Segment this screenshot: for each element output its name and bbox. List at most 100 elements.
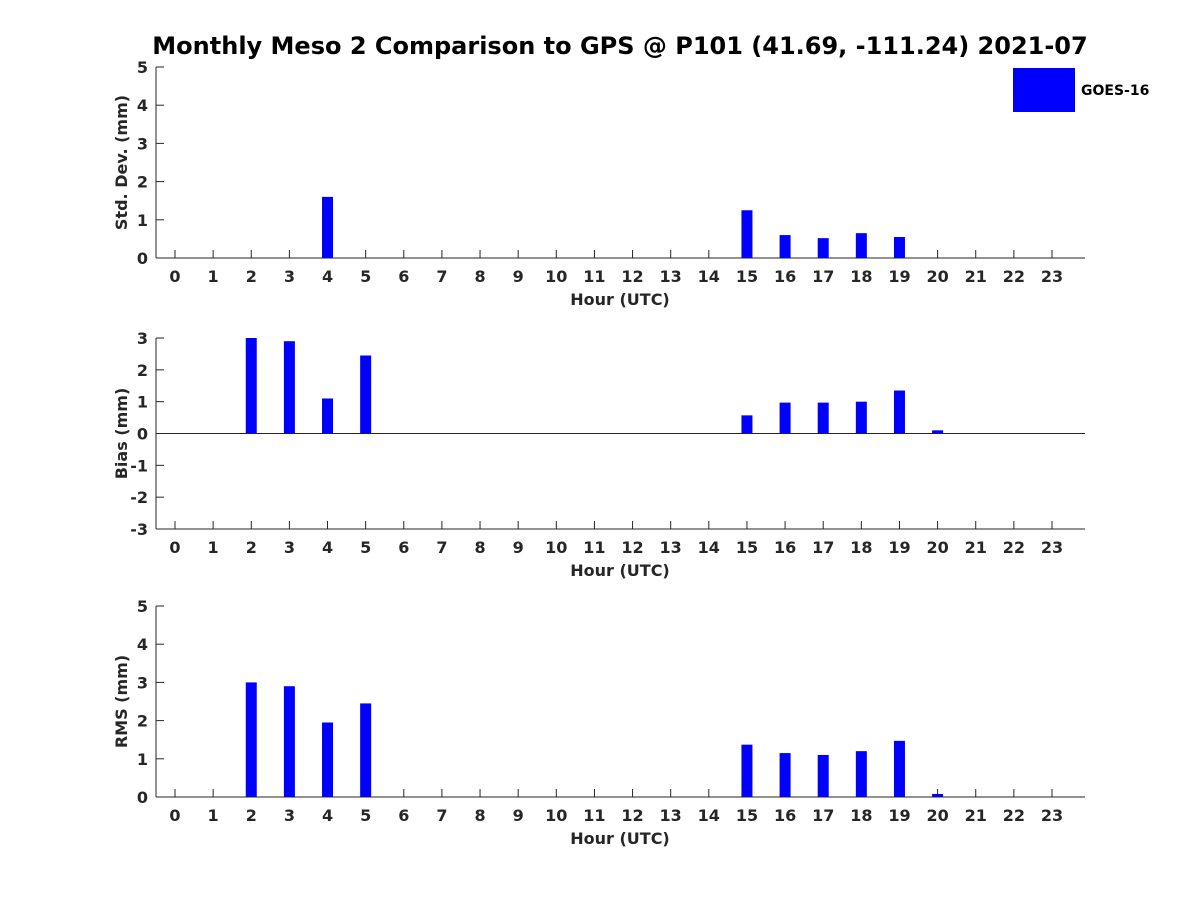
stddev-y-tick-label: 4 [137, 96, 148, 115]
bias-bar-hour-15 [741, 415, 753, 434]
rms-x-tick-label: 2 [246, 806, 257, 825]
stddev-x-tick-label: 6 [398, 267, 409, 286]
rms-x-tick-label: 22 [1003, 806, 1025, 825]
stddev-x-tick-label: 15 [736, 267, 758, 286]
stddev-x-tick-label: 8 [474, 267, 485, 286]
bias-bar-hour-5 [360, 355, 372, 434]
rms-x-tick-label: 23 [1041, 806, 1063, 825]
rms-y-axis-label: RMS (mm) [112, 655, 131, 748]
stddev-y-axis-label: Std. Dev. (mm) [112, 95, 131, 230]
bias-bar-hour-2 [245, 338, 257, 434]
stddev-y-tick-label: 5 [137, 58, 148, 77]
rms-x-tick-label: 14 [698, 806, 720, 825]
stddev-x-tick-label: 17 [812, 267, 834, 286]
legend: GOES-16 [1013, 68, 1149, 112]
rms-bar-hour-2 [245, 682, 257, 797]
rms-x-tick-label: 20 [926, 806, 948, 825]
rms-x-tick-label: 5 [360, 806, 371, 825]
rms-y-tick-label: 5 [137, 597, 148, 616]
bias-bar-hour-4 [322, 398, 334, 434]
bias-y-tick-label: -2 [130, 488, 148, 507]
stddev-x-tick-label: 12 [621, 267, 643, 286]
stddev-y-tick-label: 3 [137, 134, 148, 153]
rms-y-tick-label: 3 [137, 673, 148, 692]
stddev-x-tick-label: 16 [774, 267, 796, 286]
rms-x-tick-label: 21 [965, 806, 987, 825]
stddev-x-tick-label: 18 [850, 267, 872, 286]
rms-y-tick-label: 2 [137, 712, 148, 731]
rms-x-tick-label: 1 [208, 806, 219, 825]
rms-y-tick-label: 4 [137, 635, 148, 654]
stddev-x-tick-label: 22 [1003, 267, 1025, 286]
rms-x-tick-label: 15 [736, 806, 758, 825]
rms-x-tick-label: 6 [398, 806, 409, 825]
rms-x-tick-label: 18 [850, 806, 872, 825]
stddev-x-tick-label: 13 [660, 267, 682, 286]
stddev-x-tick-label: 14 [698, 267, 720, 286]
rms-bar-hour-16 [779, 753, 791, 797]
bias-x-tick-label: 12 [621, 538, 643, 557]
bias-x-axis-label: Hour (UTC) [570, 561, 670, 580]
stddev-x-tick-label: 10 [545, 267, 567, 286]
rms-x-tick-label: 19 [888, 806, 910, 825]
stddev-bar-hour-18 [855, 233, 867, 258]
stddev-bar-hour-16 [779, 235, 791, 258]
bias-y-axis-label: Bias (mm) [112, 388, 131, 480]
rms-x-tick-label: 9 [513, 806, 524, 825]
rms-x-tick-label: 10 [545, 806, 567, 825]
rms-bar-hour-3 [283, 686, 295, 797]
stddev-x-tick-label: 23 [1041, 267, 1063, 286]
bias-x-tick-label: 2 [246, 538, 257, 557]
stddev-x-tick-label: 2 [246, 267, 257, 286]
stddev-x-tick-label: 7 [436, 267, 447, 286]
bias-x-tick-label: 17 [812, 538, 834, 557]
bias-y-tick-label: 2 [137, 361, 148, 380]
bias-x-tick-label: 22 [1003, 538, 1025, 557]
stddev-bar-hour-15 [741, 210, 753, 258]
stddev-y-tick-label: 0 [137, 249, 148, 268]
bias-x-tick-label: 3 [284, 538, 295, 557]
stddev-y-tick-label: 2 [137, 173, 148, 192]
bias-x-tick-label: 18 [850, 538, 872, 557]
bias-x-tick-label: 23 [1041, 538, 1063, 557]
rms-bar-hour-15 [741, 744, 753, 797]
bias-x-tick-label: 4 [322, 538, 333, 557]
legend-swatch-goes-16 [1013, 68, 1075, 112]
bias-bar-hour-17 [817, 402, 829, 434]
bias-x-tick-label: 19 [888, 538, 910, 557]
stddev-bar-hour-4 [322, 196, 334, 258]
bias-x-tick-label: 13 [660, 538, 682, 557]
bias-x-tick-label: 6 [398, 538, 409, 557]
rms-bar-hour-5 [360, 703, 372, 797]
bias-x-tick-label: 11 [583, 538, 605, 557]
stddev-x-tick-label: 1 [208, 267, 219, 286]
rms-x-tick-label: 3 [284, 806, 295, 825]
rms-x-tick-label: 12 [621, 806, 643, 825]
rms-bar-hour-18 [855, 751, 867, 797]
rms-bar-hour-4 [322, 722, 334, 797]
stddev-x-tick-label: 19 [888, 267, 910, 286]
rms-x-tick-label: 11 [583, 806, 605, 825]
bias-y-tick-label: -3 [130, 520, 148, 539]
stddev-x-axis-label: Hour (UTC) [570, 290, 670, 309]
stddev-x-tick-label: 5 [360, 267, 371, 286]
rms-x-axis-label: Hour (UTC) [570, 829, 670, 848]
stddev-x-tick-label: 11 [583, 267, 605, 286]
bias-x-tick-label: 0 [169, 538, 180, 557]
bias-bar-hour-19 [893, 390, 905, 434]
bias-x-tick-label: 21 [965, 538, 987, 557]
chart-title: Monthly Meso 2 Comparison to GPS @ P101 … [152, 32, 1087, 60]
stddev-x-tick-label: 21 [965, 267, 987, 286]
bias-x-tick-label: 10 [545, 538, 567, 557]
rms-x-tick-label: 17 [812, 806, 834, 825]
stddev-x-tick-label: 9 [513, 267, 524, 286]
rms-x-tick-label: 4 [322, 806, 333, 825]
stddev-bar-hour-17 [817, 238, 829, 258]
stddev-x-tick-label: 3 [284, 267, 295, 286]
bias-x-tick-label: 5 [360, 538, 371, 557]
stddev-x-tick-label: 4 [322, 267, 333, 286]
stddev-x-tick-label: 20 [926, 267, 948, 286]
